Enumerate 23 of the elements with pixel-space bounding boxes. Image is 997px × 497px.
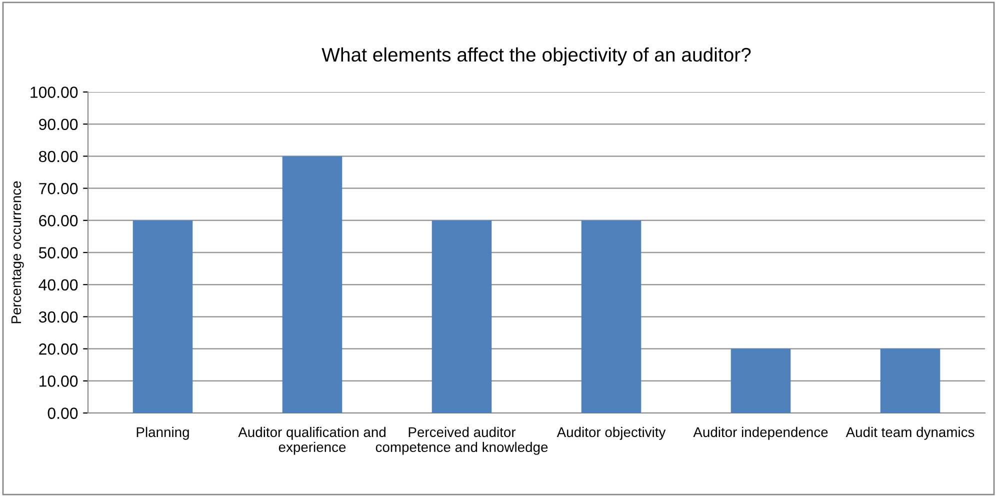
y-tick-label: 90.00 (39, 118, 78, 130)
bar (282, 156, 342, 413)
bar (730, 348, 791, 413)
x-tick-label: Auditor independence (693, 426, 828, 440)
x-tick-label: Audit team dynamics (846, 426, 974, 440)
bar (432, 220, 492, 413)
y-tick-label: 100.00 (30, 86, 78, 98)
bar (581, 220, 642, 413)
y-tick-label: 60.00 (39, 215, 78, 226)
bar (132, 220, 193, 413)
y-tick-label: 50.00 (38, 247, 78, 258)
y-tick-label: 20.00 (39, 343, 78, 355)
bar (880, 348, 940, 413)
y-tick-label: 10.00 (40, 376, 78, 387)
y-axis-title: Percentage occurrence (11, 181, 24, 324)
x-tick-label: Auditor objectivity (556, 426, 666, 440)
y-tick-label: 70.00 (39, 182, 78, 194)
y-tick-label: 40.00 (38, 279, 78, 291)
x-tick-label: Planning (136, 426, 189, 440)
chart-title: What elements affect the objectivity of an auditor? (322, 47, 751, 66)
y-tick-label: 0.00 (48, 408, 78, 419)
y-tick-label: 30.00 (38, 311, 78, 323)
y-tick-label: 80.00 (39, 150, 78, 162)
